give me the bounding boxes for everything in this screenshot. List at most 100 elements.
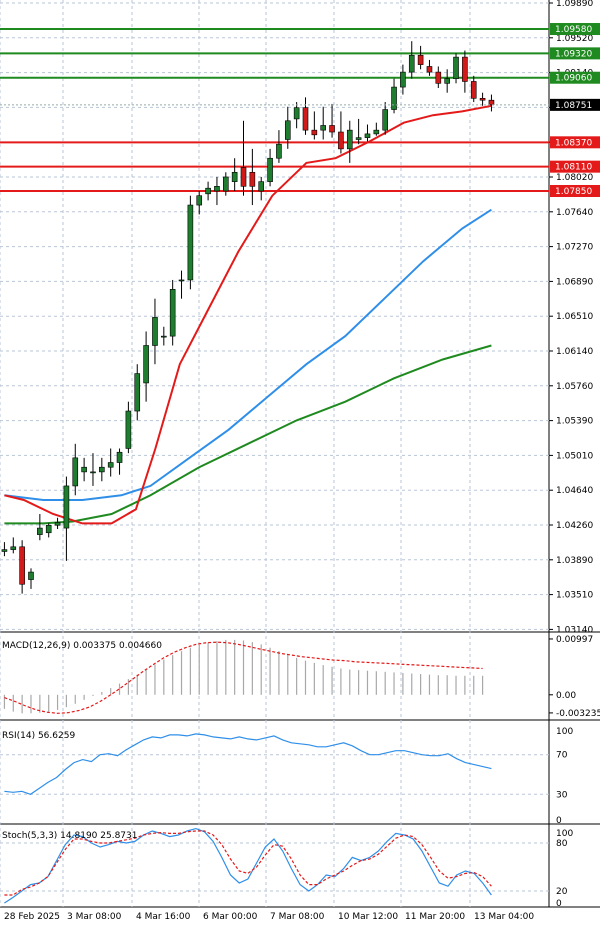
candle-body <box>214 186 220 192</box>
macd-label: MACD(12,26,9) 0.003375 0.004660 <box>2 641 162 651</box>
candle-body <box>382 109 388 131</box>
y-tick-label: 1.03140 <box>556 625 593 635</box>
level-label: 1.09580 <box>555 25 592 35</box>
candle <box>19 540 25 594</box>
candle <box>125 401 132 454</box>
candle-body <box>426 66 433 73</box>
candle-body <box>284 120 291 140</box>
level-box <box>550 23 600 36</box>
candle-body <box>10 546 17 550</box>
candle-body <box>222 176 229 192</box>
candle <box>10 537 17 554</box>
candle <box>382 102 388 135</box>
macd-signal-line <box>4 641 483 714</box>
candle-body <box>99 466 105 473</box>
level-box <box>550 47 600 60</box>
x-tick-label: 4 Mar 16:00 <box>136 912 191 922</box>
rsi-y-tick-label: 100 <box>556 727 573 737</box>
candle <box>462 50 468 93</box>
candle <box>311 111 318 140</box>
level-box <box>550 160 600 173</box>
rsi-panel[interactable] <box>4 733 492 795</box>
candle-body <box>240 167 247 187</box>
candle-body <box>488 99 495 106</box>
candle <box>152 298 158 365</box>
candle <box>293 102 300 129</box>
y-tick-label: 1.05760 <box>556 382 593 392</box>
level-label: 1.08370 <box>555 138 592 148</box>
candle <box>196 191 203 215</box>
candle-body <box>346 129 353 150</box>
x-tick-label: 3 Mar 08:00 <box>67 912 122 922</box>
level-box <box>550 185 600 198</box>
candle <box>90 453 96 486</box>
price-panel[interactable] <box>0 28 549 594</box>
candle <box>143 331 149 402</box>
candle-body <box>267 157 273 182</box>
candle-body <box>196 195 203 206</box>
candle-body <box>302 107 309 131</box>
x-tick-label: 11 Mar 20:00 <box>405 912 465 922</box>
x-tick-label: 13 Mar 04:00 <box>474 912 534 922</box>
candle <box>276 130 282 163</box>
macd-y-tick-label: 0.00 <box>556 691 576 701</box>
candle <box>214 176 220 206</box>
stoch-y-tick-label: 20 <box>556 887 568 897</box>
candle-body <box>54 522 61 526</box>
candle-body <box>355 137 362 140</box>
candle-body <box>338 131 344 150</box>
candle <box>222 172 229 196</box>
candle <box>338 111 344 154</box>
candle <box>364 124 371 142</box>
macd-y-tick-label: -0.003235 <box>556 709 600 719</box>
candle <box>116 448 123 475</box>
candle <box>1 542 8 557</box>
candle <box>28 568 34 589</box>
y-tick-label: 1.09520 <box>556 34 593 44</box>
candle-body <box>28 571 34 580</box>
candle-body <box>152 317 158 346</box>
candle-body <box>19 546 25 585</box>
y-tick-label: 1.04640 <box>556 486 593 496</box>
y-tick-label: 1.06890 <box>556 277 593 287</box>
candle-body <box>90 471 96 474</box>
candle-body <box>1 549 8 552</box>
stoch-panel[interactable] <box>4 827 492 904</box>
candle <box>134 364 141 421</box>
y-tick-label: 1.05390 <box>556 417 593 427</box>
y-tick-label: 1.07640 <box>556 208 593 218</box>
candle <box>249 148 256 206</box>
candle-body <box>417 54 424 65</box>
candle-body <box>72 457 79 487</box>
stoch-label: Stoch(5,3,3) 14.8190 25.8731 <box>2 831 137 841</box>
rsi-y-tick-label: 30 <box>556 790 568 800</box>
stoch-d-line <box>4 830 492 896</box>
candle <box>161 326 167 346</box>
candle-body <box>470 81 477 99</box>
macd-panel[interactable] <box>3 639 484 714</box>
candle-body <box>400 71 406 88</box>
y-tick-label: 1.04260 <box>556 521 593 531</box>
candle <box>302 97 309 135</box>
candle-body <box>329 125 335 133</box>
candle <box>284 106 291 149</box>
candle-body <box>276 143 282 159</box>
candle-body <box>143 345 149 384</box>
candle-body <box>462 56 468 82</box>
candle-body <box>169 289 176 337</box>
candle-body <box>408 54 415 73</box>
candle-body <box>134 373 141 412</box>
candle-body <box>373 129 380 135</box>
candle-body <box>311 129 318 136</box>
candle-body <box>187 204 194 281</box>
y-tick-label: 1.09890 <box>556 0 593 9</box>
ma100-line <box>4 344 492 525</box>
candle <box>320 106 327 140</box>
rsi-y-tick-label: 0 <box>556 816 562 826</box>
level-label: 1.08110 <box>555 163 592 173</box>
candle <box>391 78 397 114</box>
candle <box>54 517 61 530</box>
candle-body <box>391 86 397 110</box>
candle <box>373 122 380 136</box>
candle-body <box>249 171 256 187</box>
